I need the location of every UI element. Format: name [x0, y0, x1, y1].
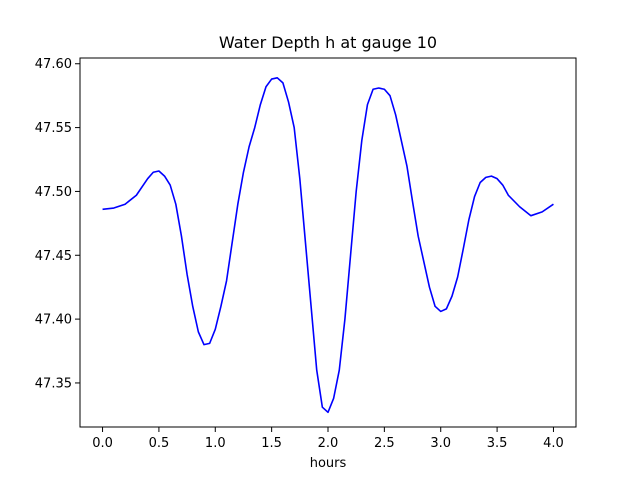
y-tick-label: 47.60	[35, 57, 72, 72]
x-axis-label: hours	[310, 456, 347, 471]
series-line	[102, 76, 554, 414]
x-tick-label: 0.0	[92, 436, 113, 451]
y-tick-label: 47.40	[35, 313, 72, 328]
x-tick-label: 3.5	[487, 436, 508, 451]
y-tick-label: 47.55	[35, 121, 72, 136]
y-axis: 47.35 47.40 47.45 47.50 47.55 47.60	[35, 57, 80, 391]
y-tick-label: 47.50	[35, 185, 72, 200]
x-tick-label: 2.5	[374, 436, 395, 451]
x-tick-label: 0.5	[149, 436, 170, 451]
x-axis: 0.0 0.5 1.0 1.5 2.0 2.5 3.0 3.5 4.0	[92, 427, 564, 451]
x-tick-label: 1.0	[205, 436, 226, 451]
x-tick-label: 4.0	[543, 436, 564, 451]
chart-title: Water Depth h at gauge 10	[219, 33, 437, 52]
y-tick-label: 47.35	[35, 376, 72, 391]
x-tick-label: 1.5	[261, 436, 282, 451]
x-tick-label: 2.0	[318, 436, 339, 451]
x-tick-label: 3.0	[430, 436, 451, 451]
y-tick-label: 47.45	[35, 249, 72, 264]
